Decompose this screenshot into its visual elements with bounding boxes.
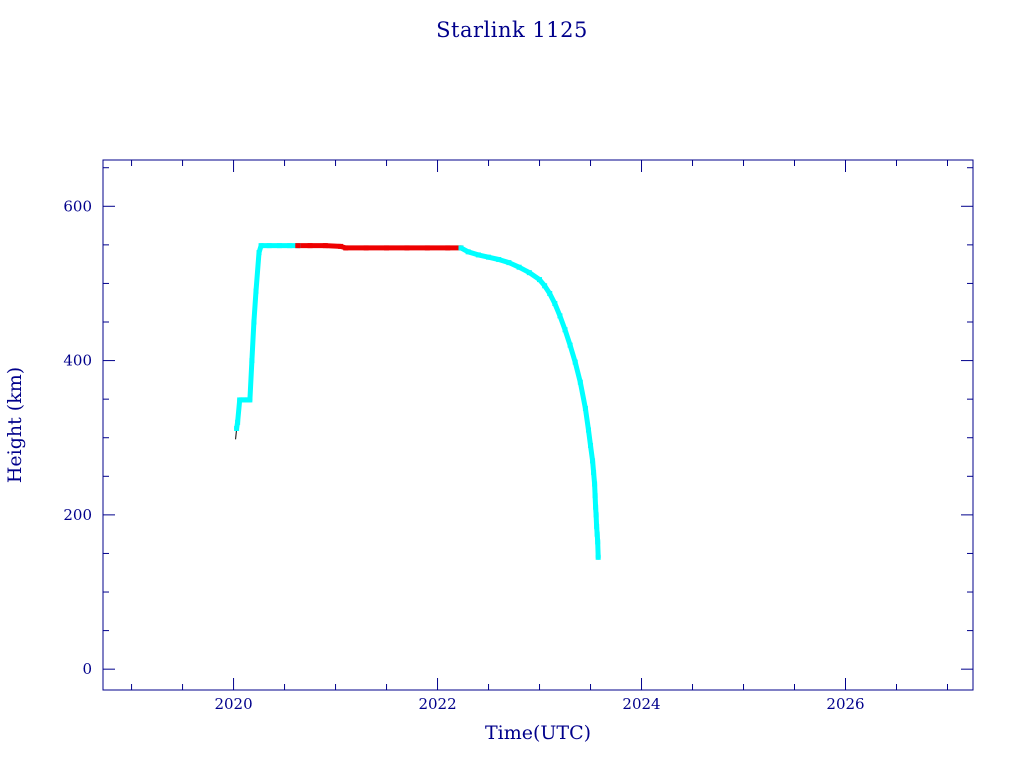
data-point: [577, 379, 583, 385]
series-2-band: [458, 245, 601, 560]
data-point: [256, 250, 262, 256]
x-axis-title: Time(UTC): [485, 722, 591, 744]
data-point: [547, 290, 553, 296]
plot-area: [102, 159, 974, 691]
data-point: [592, 481, 598, 487]
data-point: [588, 442, 594, 448]
data-point: [572, 359, 578, 365]
data-point: [562, 327, 568, 333]
data-point: [526, 270, 532, 276]
data-point: [266, 243, 272, 249]
data-point: [552, 300, 558, 306]
data-point: [249, 358, 255, 364]
x-tick-label: 2022: [418, 695, 456, 713]
data-point: [241, 397, 247, 403]
data-point: [475, 252, 481, 258]
data-point: [593, 512, 599, 518]
data-point: [567, 342, 573, 348]
data-point: [585, 427, 591, 433]
x-tick-label: 2026: [826, 695, 864, 713]
data-point: [594, 523, 600, 529]
data-point: [465, 249, 471, 255]
data-point: [384, 245, 390, 251]
y-tick-label: 200: [63, 506, 92, 524]
data-point: [594, 531, 600, 537]
data-point: [595, 554, 601, 560]
data-point: [486, 254, 492, 260]
data-point: [247, 397, 253, 403]
data-point: [404, 245, 410, 251]
y-axis-title: Height (km): [4, 367, 26, 483]
axis-tick-labels: 2020 2022 2024 2026 0 200 400 600: [63, 197, 864, 713]
data-point: [235, 419, 241, 425]
y-tick-label: 600: [63, 197, 92, 215]
data-point: [496, 257, 502, 263]
data-point: [557, 313, 563, 319]
data-point: [251, 319, 257, 325]
x-tick-label: 2020: [214, 695, 252, 713]
data-point: [234, 425, 240, 431]
data-point: [338, 243, 344, 249]
data-point: [322, 243, 328, 249]
data-point: [445, 245, 451, 251]
data-point: [287, 243, 293, 249]
data-point: [343, 245, 349, 251]
axis-ticks: [103, 160, 973, 690]
data-point: [595, 539, 601, 545]
x-tick-label: 2024: [622, 695, 660, 713]
data-point: [592, 493, 598, 499]
y-tick-label: 400: [63, 352, 92, 370]
series-1-band: [295, 243, 464, 251]
data-point: [307, 243, 313, 249]
data-point: [582, 405, 588, 411]
data-point: [537, 277, 543, 283]
y-tick-label: 0: [82, 660, 92, 678]
data-point: [542, 283, 548, 289]
data-point: [258, 243, 264, 249]
data-point: [295, 243, 301, 249]
data-point: [590, 458, 596, 464]
data-point: [276, 243, 282, 249]
data-point: [516, 264, 522, 270]
data-point: [591, 469, 597, 475]
data-point: [458, 245, 464, 251]
data-point: [363, 245, 369, 251]
data-point: [506, 260, 512, 266]
plot-frame: [102, 159, 974, 691]
trace-line: [236, 245, 599, 558]
data-point: [237, 397, 243, 403]
data-point: [253, 288, 259, 294]
series-layer: [234, 243, 601, 560]
data-point: [593, 504, 599, 510]
data-point: [424, 245, 430, 251]
chart-title: Starlink 1125: [436, 18, 588, 42]
